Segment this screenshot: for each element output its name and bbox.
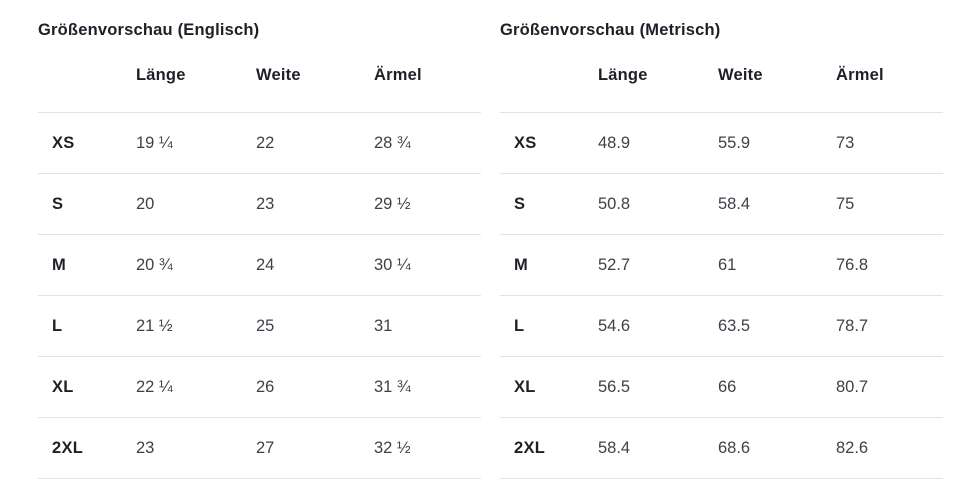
header-row: Länge Weite Ärmel <box>38 38 481 113</box>
size-chart-english-title: Größenvorschau (Englisch) <box>38 21 260 39</box>
weite-value: 68.6 <box>718 417 836 479</box>
size-table-english: Länge Weite Ärmel XS 19 ¼ 22 28 ¾ S 20 2… <box>38 38 481 479</box>
table-row-xs: XS 48.9 55.9 73 <box>500 112 943 174</box>
aermel-value: 29 ½ <box>374 173 481 235</box>
column-header-size <box>500 38 598 113</box>
table-row-2xl: 2XL 23 27 32 ½ <box>38 417 481 479</box>
laenge-value: 19 ¼ <box>136 112 256 174</box>
column-header-laenge: Länge <box>598 38 718 113</box>
size-label: S <box>500 173 598 235</box>
weite-value: 61 <box>718 234 836 296</box>
laenge-value: 23 <box>136 417 256 479</box>
weite-value: 23 <box>256 173 374 235</box>
column-header-aermel: Ärmel <box>836 38 943 113</box>
column-header-weite: Weite <box>718 38 836 113</box>
table-row-xl: XL 22 ¼ 26 31 ¾ <box>38 356 481 418</box>
aermel-value: 31 <box>374 295 481 357</box>
laenge-value: 22 ¼ <box>136 356 256 418</box>
table-row-s: S 50.8 58.4 75 <box>500 173 943 235</box>
aermel-value: 78.7 <box>836 295 943 357</box>
laenge-value: 58.4 <box>598 417 718 479</box>
column-header-weite: Weite <box>256 38 374 113</box>
size-label: L <box>500 295 598 357</box>
weite-value: 22 <box>256 112 374 174</box>
aermel-value: 32 ½ <box>374 417 481 479</box>
laenge-value: 20 <box>136 173 256 235</box>
table-row-l: L 54.6 63.5 78.7 <box>500 295 943 357</box>
aermel-value: 75 <box>836 173 943 235</box>
table-row-xl: XL 56.5 66 80.7 <box>500 356 943 418</box>
size-label: M <box>500 234 598 296</box>
aermel-value: 76.8 <box>836 234 943 296</box>
table-row-m: M 52.7 61 76.8 <box>500 234 943 296</box>
size-charts-container: Größenvorschau (Englisch) Länge Weite Är… <box>38 22 943 479</box>
size-label: S <box>38 173 136 235</box>
size-label: 2XL <box>500 417 598 479</box>
column-header-size <box>38 38 136 113</box>
aermel-value: 82.6 <box>836 417 943 479</box>
size-label: XS <box>38 112 136 174</box>
laenge-value: 54.6 <box>598 295 718 357</box>
weite-value: 25 <box>256 295 374 357</box>
laenge-value: 20 ¾ <box>136 234 256 296</box>
size-label: L <box>38 295 136 357</box>
size-label: XL <box>38 356 136 418</box>
size-table-metric: Länge Weite Ärmel XS 48.9 55.9 73 S 50.8… <box>500 38 943 479</box>
size-label: XS <box>500 112 598 174</box>
table-row-2xl: 2XL 58.4 68.6 82.6 <box>500 417 943 479</box>
weite-value: 63.5 <box>718 295 836 357</box>
weite-value: 55.9 <box>718 112 836 174</box>
aermel-value: 73 <box>836 112 943 174</box>
size-label: XL <box>500 356 598 418</box>
aermel-value: 28 ¾ <box>374 112 481 174</box>
laenge-value: 21 ½ <box>136 295 256 357</box>
weite-value: 27 <box>256 417 374 479</box>
size-chart-english: Größenvorschau (Englisch) Länge Weite Är… <box>38 22 481 479</box>
column-header-laenge: Länge <box>136 38 256 113</box>
laenge-value: 52.7 <box>598 234 718 296</box>
weite-value: 24 <box>256 234 374 296</box>
aermel-value: 30 ¼ <box>374 234 481 296</box>
aermel-value: 31 ¾ <box>374 356 481 418</box>
weite-value: 66 <box>718 356 836 418</box>
column-header-aermel: Ärmel <box>374 38 481 113</box>
laenge-value: 50.8 <box>598 173 718 235</box>
table-row-l: L 21 ½ 25 31 <box>38 295 481 357</box>
header-row: Länge Weite Ärmel <box>500 38 943 113</box>
size-label: M <box>38 234 136 296</box>
aermel-value: 80.7 <box>836 356 943 418</box>
size-chart-metric-title: Größenvorschau (Metrisch) <box>500 21 721 39</box>
laenge-value: 56.5 <box>598 356 718 418</box>
table-row-xs: XS 19 ¼ 22 28 ¾ <box>38 112 481 174</box>
size-label: 2XL <box>38 417 136 479</box>
table-row-m: M 20 ¾ 24 30 ¼ <box>38 234 481 296</box>
laenge-value: 48.9 <box>598 112 718 174</box>
size-chart-metric: Größenvorschau (Metrisch) Länge Weite Är… <box>500 22 943 479</box>
weite-value: 26 <box>256 356 374 418</box>
weite-value: 58.4 <box>718 173 836 235</box>
table-row-s: S 20 23 29 ½ <box>38 173 481 235</box>
